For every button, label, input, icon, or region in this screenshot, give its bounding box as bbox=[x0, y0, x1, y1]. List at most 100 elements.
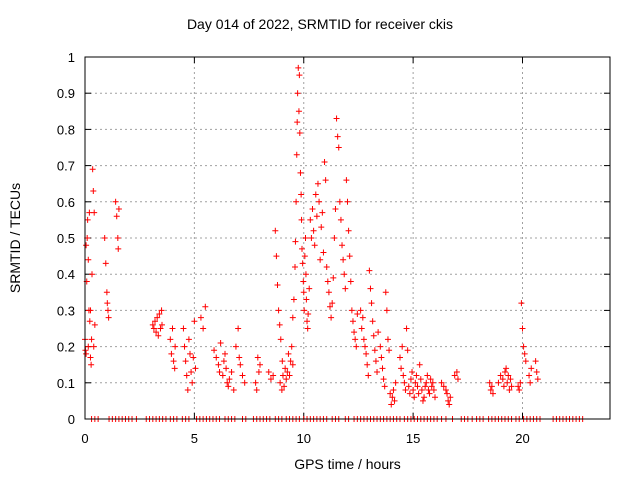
data-point bbox=[319, 209, 326, 216]
data-point bbox=[257, 361, 263, 368]
data-point bbox=[333, 115, 340, 122]
data-point bbox=[428, 383, 435, 390]
data-point bbox=[298, 216, 305, 223]
data-point bbox=[303, 296, 310, 303]
data-point bbox=[300, 278, 307, 285]
data-point bbox=[521, 350, 528, 357]
data-point bbox=[89, 166, 96, 173]
data-point bbox=[398, 365, 405, 372]
data-point bbox=[445, 397, 452, 404]
data-point bbox=[402, 387, 409, 394]
data-point bbox=[299, 245, 305, 252]
data-point bbox=[401, 379, 408, 386]
data-point bbox=[294, 119, 301, 126]
data-point bbox=[378, 354, 385, 361]
data-point bbox=[293, 151, 300, 158]
chart-title: Day 014 of 2022, SRMTID for receiver cki… bbox=[186, 16, 454, 32]
data-point bbox=[294, 90, 301, 97]
data-point bbox=[115, 245, 122, 252]
data-point bbox=[302, 271, 309, 278]
data-point bbox=[104, 300, 111, 307]
data-point bbox=[265, 368, 272, 375]
data-point bbox=[304, 318, 311, 325]
data-point bbox=[112, 198, 119, 205]
data-point bbox=[327, 303, 333, 310]
data-point bbox=[444, 390, 451, 397]
y-tick-label: 0 bbox=[68, 412, 75, 427]
data-point bbox=[414, 383, 421, 390]
x-tick-label: 0 bbox=[81, 431, 88, 446]
data-point bbox=[499, 376, 506, 383]
data-point bbox=[451, 372, 458, 379]
data-point bbox=[296, 130, 303, 137]
data-point bbox=[410, 387, 417, 394]
data-point bbox=[365, 372, 372, 379]
data-point bbox=[183, 372, 190, 379]
data-point bbox=[366, 267, 373, 274]
data-point bbox=[486, 379, 493, 386]
y-tick-label: 0.5 bbox=[57, 231, 75, 246]
data-point bbox=[447, 394, 454, 401]
data-point bbox=[343, 177, 350, 184]
data-point bbox=[522, 358, 529, 365]
data-point bbox=[289, 361, 296, 368]
data-point bbox=[226, 376, 233, 383]
data-point bbox=[235, 325, 242, 332]
data-point bbox=[406, 390, 413, 397]
data-point bbox=[339, 242, 346, 249]
data-point bbox=[417, 376, 424, 383]
data-point bbox=[532, 358, 539, 365]
data-point bbox=[386, 347, 393, 354]
data-point bbox=[346, 253, 353, 260]
plot-frame bbox=[84, 56, 611, 420]
data-point bbox=[277, 379, 284, 386]
data-point bbox=[275, 307, 282, 314]
data-point bbox=[230, 387, 237, 394]
y-tick-label: 1 bbox=[68, 50, 75, 65]
data-point bbox=[427, 376, 434, 383]
data-point bbox=[384, 336, 391, 343]
data-point bbox=[170, 358, 177, 365]
data-point bbox=[332, 206, 339, 213]
data-point bbox=[255, 368, 262, 375]
data-point bbox=[368, 300, 375, 307]
data-point bbox=[306, 285, 313, 292]
data-point bbox=[293, 198, 300, 205]
data-point bbox=[113, 213, 120, 220]
data-point bbox=[388, 401, 395, 408]
data-point bbox=[158, 307, 165, 314]
data-point bbox=[432, 394, 438, 401]
data-point bbox=[190, 354, 197, 361]
data-point bbox=[290, 296, 297, 303]
data-point bbox=[185, 336, 192, 343]
data-point bbox=[241, 379, 248, 386]
data-point bbox=[503, 365, 510, 372]
data-point bbox=[430, 387, 437, 394]
data-point bbox=[419, 397, 426, 404]
y-tick-label: 0.1 bbox=[57, 376, 75, 391]
data-point bbox=[334, 133, 341, 140]
data-point bbox=[321, 158, 328, 165]
x-tick-label: 10 bbox=[297, 431, 311, 446]
data-point bbox=[171, 365, 178, 372]
x-axis-label: GPS time / hours bbox=[294, 456, 401, 472]
data-point bbox=[172, 343, 179, 350]
data-point bbox=[423, 379, 430, 386]
data-point bbox=[169, 325, 176, 332]
data-point bbox=[191, 318, 198, 325]
data-point bbox=[253, 387, 260, 394]
data-point bbox=[497, 372, 504, 379]
data-point bbox=[310, 227, 317, 234]
data-point bbox=[405, 383, 412, 390]
data-point bbox=[309, 206, 316, 213]
data-point bbox=[340, 256, 347, 263]
data-point bbox=[232, 343, 239, 350]
data-point bbox=[87, 307, 94, 314]
data-point bbox=[426, 390, 433, 397]
data-point bbox=[331, 235, 338, 241]
data-point bbox=[518, 300, 525, 307]
data-point bbox=[399, 343, 406, 350]
data-point bbox=[349, 318, 356, 325]
data-point bbox=[101, 235, 108, 241]
data-point bbox=[213, 354, 220, 361]
